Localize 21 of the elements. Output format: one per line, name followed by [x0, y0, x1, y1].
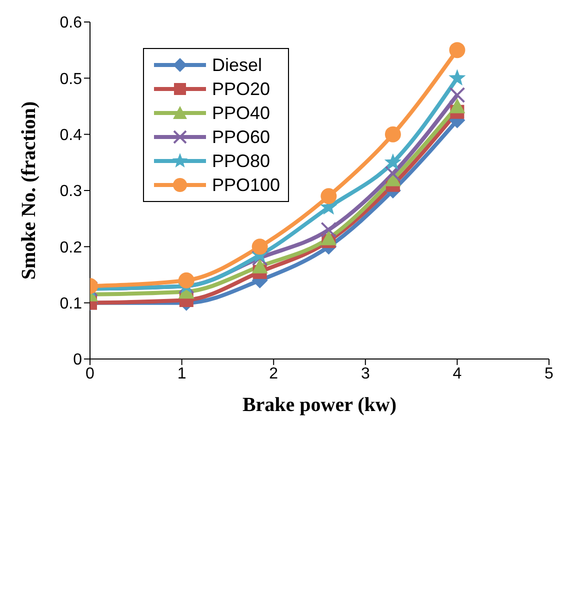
x-axis-title: Brake power (kw): [242, 394, 397, 416]
y-tick-label: 0.6: [60, 14, 82, 32]
x-tick-label: 3: [360, 365, 370, 382]
legend-label: PPO60: [212, 126, 270, 148]
y-tick-label: 0: [73, 352, 82, 369]
legend-label: PPO20: [212, 78, 270, 100]
legend-label: PPO80: [212, 150, 270, 172]
y-axis-title: Smoke No. (fraction): [18, 101, 40, 280]
y-tick-label: 0.2: [60, 239, 82, 256]
x-tick-label: 2: [269, 365, 278, 382]
y-tick-label: 0.1: [60, 296, 82, 313]
legend-label: PPO100: [212, 174, 280, 196]
legend-label: Diesel: [212, 54, 262, 76]
y-tick-label: 0.5: [60, 70, 82, 88]
y-tick-label: 0.4: [60, 127, 82, 144]
x-tick-label: 1: [177, 365, 186, 382]
y-tick-label: 0.3: [60, 183, 82, 200]
x-tick-label: 4: [452, 365, 462, 382]
x-tick-label: 0: [86, 365, 95, 382]
x-tick-label: 5: [544, 365, 554, 382]
legend-label: PPO40: [212, 102, 270, 124]
